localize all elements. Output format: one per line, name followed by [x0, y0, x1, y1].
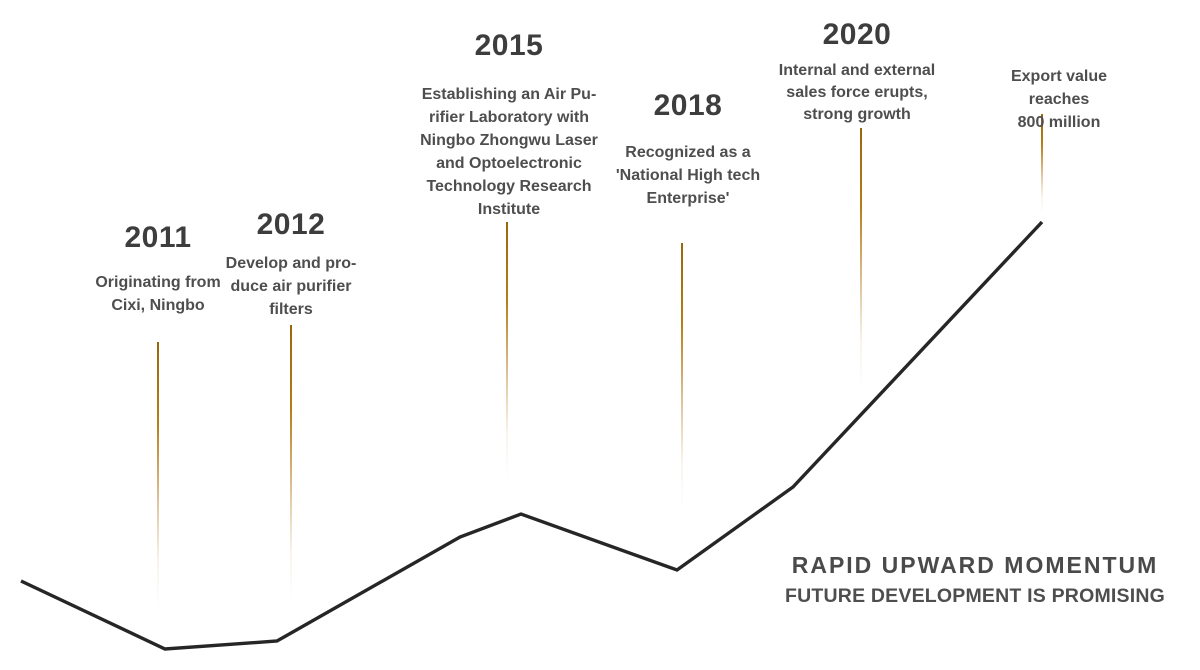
- milestone-2020-description: Internal and external sales force erupts…: [778, 62, 936, 123]
- connector-2015: [506, 222, 508, 480]
- connector-2012: [290, 325, 292, 603]
- milestone-2012: 2012 Develop and pro- duce air purifier …: [226, 208, 357, 321]
- connector-2020: [860, 128, 862, 390]
- milestone-2015-description: Establishing an Air Pu- rifier Laborator…: [420, 86, 598, 218]
- milestone-2011: 2011 Originating from Cixi, Ningbo: [95, 221, 220, 317]
- milestone-2015: 2015 Establishing an Air Pu- rifier Labo…: [420, 29, 598, 221]
- milestone-export-description: Export value reaches 800 million: [1010, 68, 1108, 131]
- milestone-2018-year: 2018: [653, 89, 723, 122]
- milestone-2018-description: Recognized as a 'National High tech Ente…: [615, 144, 761, 207]
- tagline-subline: FUTURE DEVELOPMENT IS PROMISING: [785, 585, 1165, 607]
- milestone-2015-year: 2015: [474, 29, 544, 62]
- growth-line: [20, 220, 1044, 651]
- milestone-2011-description: Originating from Cixi, Ningbo: [95, 274, 221, 314]
- milestone-2012-description: Develop and pro- duce air purifier filte…: [225, 255, 357, 318]
- milestone-2012-year: 2012: [256, 208, 326, 241]
- connector-2011: [157, 342, 159, 610]
- milestone-2018: 2018 Recognized as a 'National High tech…: [616, 89, 760, 210]
- tagline: RAPID UPWARD MOMENTUM FUTURE DEVELOPMENT…: [785, 551, 1165, 609]
- milestone-2011-year: 2011: [124, 221, 192, 254]
- milestone-2020-year: 2020: [822, 18, 892, 51]
- milestone-2020: 2020 Internal and external sales force e…: [779, 18, 936, 126]
- milestone-export: Export value reaches 800 million: [989, 65, 1130, 134]
- tagline-headline: RAPID UPWARD MOMENTUM: [791, 552, 1159, 578]
- connector-2018: [681, 243, 683, 510]
- connector-export: [1041, 114, 1043, 214]
